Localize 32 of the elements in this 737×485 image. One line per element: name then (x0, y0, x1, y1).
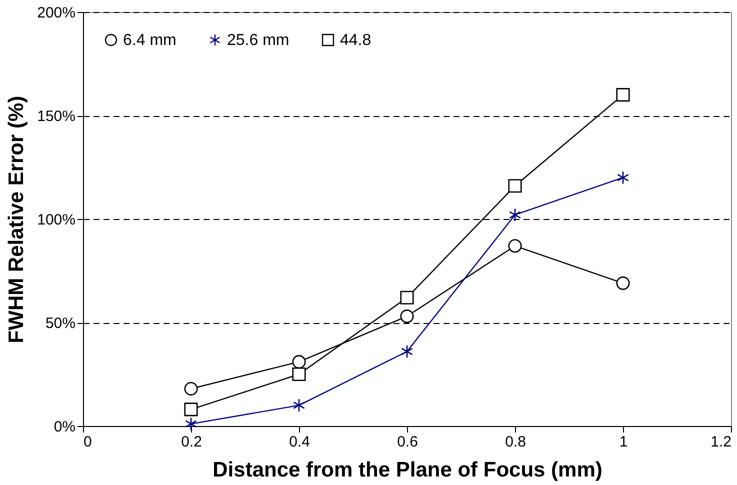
point (616, 88, 630, 102)
y-tick-label: 150% (37, 108, 76, 125)
y-tick-label: 0% (54, 418, 76, 436)
point (293, 398, 305, 412)
x-axis-title: Distance from the Plane of Focus (mm) (212, 458, 602, 482)
y-axis-title: FWHM Relative Error (%) (5, 96, 28, 344)
x-tick-label: 0.6 (397, 434, 418, 450)
point (400, 310, 414, 324)
point (292, 367, 306, 382)
legend-label: 6.4 mm (123, 32, 176, 49)
point (400, 290, 414, 304)
x-tick-label: 1 (619, 434, 628, 450)
x-tick-label: 0 (84, 434, 92, 450)
x-tick-label: 0.8 (505, 434, 526, 450)
x-tick-label: 0.4 (289, 434, 310, 450)
legend-label: 44.8 (340, 32, 372, 49)
y-tick-label: 100% (37, 212, 76, 228)
y-tick-label: 200% (37, 4, 76, 22)
point (509, 208, 521, 222)
point (184, 402, 198, 416)
point (508, 179, 522, 193)
point (508, 239, 522, 253)
point (616, 276, 630, 290)
y-tick-label: 50% (45, 315, 76, 332)
point (617, 170, 629, 184)
point (292, 355, 306, 369)
point (184, 382, 198, 396)
point (185, 417, 197, 431)
legend-label: 25.6 mm (227, 32, 290, 49)
x-tick-label: 0.2 (181, 434, 202, 450)
point (401, 344, 413, 358)
x-tick-label: 1.2 (710, 434, 732, 450)
